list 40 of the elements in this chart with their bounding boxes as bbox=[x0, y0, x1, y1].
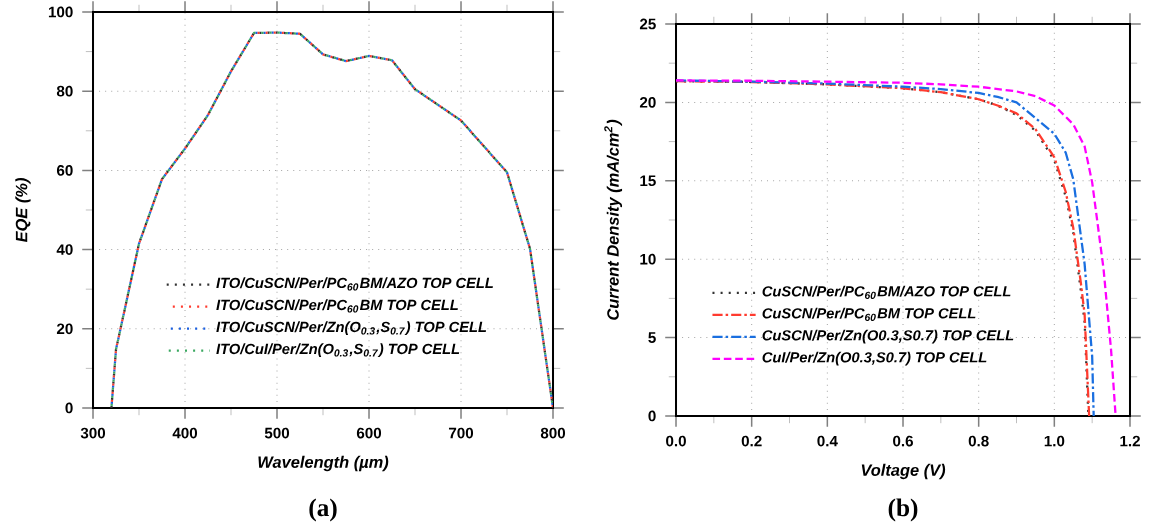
y-tick-label: 20 bbox=[639, 97, 656, 108]
y-tick-label: 0 bbox=[648, 410, 656, 422]
y-tick-label: 25 bbox=[639, 18, 656, 30]
legend-label: CuSCN/Per/PC$_{60}$BM/AZO TOP CELL bbox=[762, 285, 1011, 300]
x-axis-title: Voltage (V) bbox=[861, 463, 946, 480]
x-tick-label: 0.2 bbox=[741, 435, 762, 447]
y-tick-label: 100 bbox=[48, 6, 73, 18]
y-tick-label: 15 bbox=[640, 175, 656, 187]
legend-label: ITO/CuSCN/Per/Zn(O$_{0.3}$,S$_{0.7}$) TOP CELL bbox=[216, 321, 487, 336]
x-tick-label: 0.8 bbox=[968, 435, 989, 447]
x-axis-title: Wavelength (µm) bbox=[258, 455, 389, 472]
line-series bbox=[110, 31, 554, 408]
legend-label: CuSCN/Per/Zn(O0.3,S0.7) TOP CELL bbox=[762, 329, 1014, 344]
x-tick-label: 1.0 bbox=[1044, 435, 1065, 447]
text: (b) bbox=[888, 498, 918, 522]
x-tick-label: 700 bbox=[448, 427, 474, 439]
x-tick-label: 800 bbox=[540, 427, 566, 439]
y-tick-label: 80 bbox=[56, 85, 73, 97]
y-tick-label: 0 bbox=[65, 402, 73, 414]
text: (a) bbox=[309, 498, 337, 522]
legend-label: CuI/Per/Zn(O0.3,S0.7) TOP CELL bbox=[762, 351, 987, 366]
legend-label: ITO/CuSCN/Per/PC$_{60}$BM/AZO TOP CELL bbox=[216, 277, 493, 291]
y-tick-label: 5 bbox=[648, 332, 656, 343]
y-tick-label: 10 bbox=[640, 253, 656, 265]
x-tick-label: 0.4 bbox=[817, 435, 838, 447]
y-axis-title: Current Density (mA/cm$^{2}$) bbox=[604, 119, 623, 320]
y-tick-label: 60 bbox=[56, 165, 73, 176]
x-tick-label: 0.0 bbox=[666, 435, 686, 447]
legend-label: CuSCN/Per/PC$_{60}$BM TOP CELL bbox=[762, 307, 976, 322]
x-tick-label: 600 bbox=[356, 427, 382, 439]
x-tick-label: 400 bbox=[172, 427, 198, 439]
x-tick-label: 1.2 bbox=[1120, 435, 1140, 447]
legend-label: ITO/CuI/Per/Zn(O$_{0.3}$,S$_{0.7}$) TOP CELL bbox=[216, 343, 460, 358]
y-tick-label: 20 bbox=[56, 323, 73, 335]
legend-label: ITO/CuSCN/Per/PC$_{60}$BM TOP CELL bbox=[216, 299, 458, 313]
y-axis-title: EQE (%) bbox=[15, 178, 31, 243]
y-tick-label: 40 bbox=[56, 244, 73, 255]
x-tick-label: 300 bbox=[80, 427, 106, 439]
x-tick-label: 0.6 bbox=[893, 435, 913, 447]
x-tick-label: 500 bbox=[264, 427, 290, 439]
